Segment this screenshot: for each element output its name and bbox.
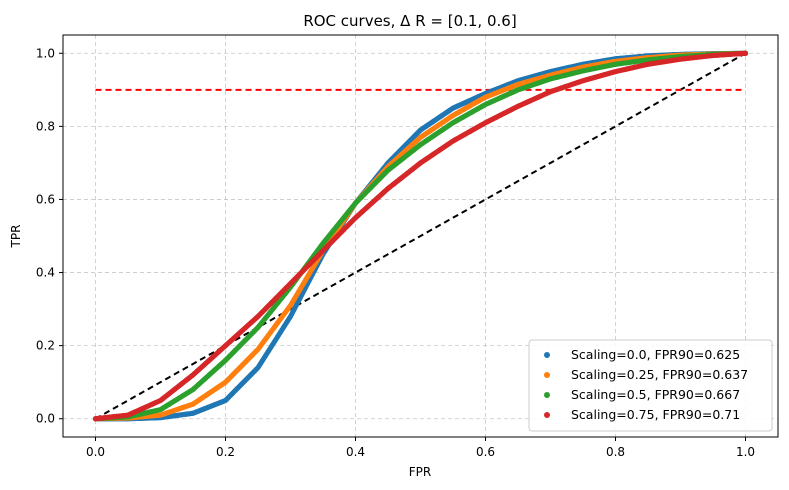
y-tick-label: 0.2: [36, 339, 55, 353]
x-tick-label: 0.4: [346, 445, 365, 459]
legend-label: Scaling=0.25, FPR90=0.637: [571, 367, 748, 382]
y-tick-label: 1.0: [36, 46, 55, 60]
legend: Scaling=0.0, FPR90=0.625 Scaling=0.25, FP…: [528, 339, 773, 432]
x-tick-label: 1.0: [736, 445, 755, 459]
reference-lines: [95, 52, 746, 420]
y-tick-label: 0.8: [36, 119, 55, 133]
data-point: [742, 50, 749, 56]
legend-label: Scaling=0.0, FPR90=0.625: [571, 347, 740, 362]
legend-box: [528, 339, 773, 432]
x-tick-label: 0.2: [216, 445, 235, 459]
plot-area-frame: [62, 34, 779, 438]
legend-label: Scaling=0.75, FPR90=0.71: [571, 407, 740, 422]
legend-marker: [544, 352, 550, 358]
chart-title: ROC curves, Δ R = [0.1, 0.6]: [303, 12, 516, 30]
series-3: [92, 50, 749, 422]
y-tick-label: 0.4: [36, 266, 55, 280]
y-tick-label: 0.0: [36, 412, 55, 426]
x-tick-label: 0.6: [476, 445, 495, 459]
y-axis: 0.0 0.2 0.4 0.6 0.8 1.0: [36, 46, 63, 426]
x-axis-label: FPR: [409, 465, 431, 479]
y-tick-label: 0.6: [36, 192, 55, 206]
x-tick-label: 0.8: [606, 445, 625, 459]
random-classifier-line: [95, 52, 746, 420]
series-layer: [92, 50, 749, 422]
legend-marker: [544, 412, 550, 418]
legend-label: Scaling=0.5, FPR90=0.667: [571, 387, 740, 402]
x-tick-label: 0.0: [86, 445, 105, 459]
legend-marker: [544, 392, 550, 398]
legend-marker: [544, 372, 550, 378]
x-axis: 0.0 0.2 0.4 0.6 0.8 1.0: [86, 437, 755, 459]
y-axis-label: TPR: [9, 225, 23, 249]
